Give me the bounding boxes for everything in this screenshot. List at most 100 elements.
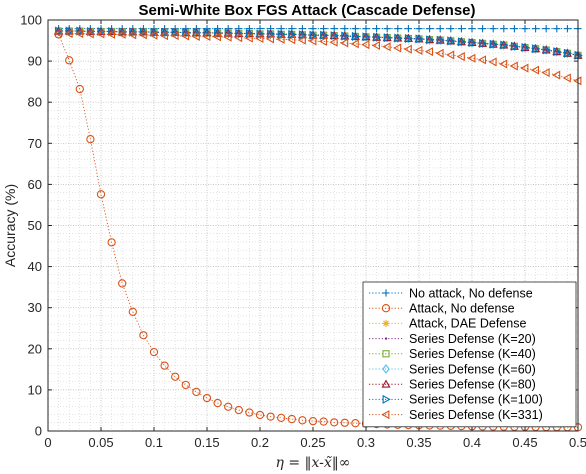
marker-triangle	[552, 70, 561, 80]
series-layer	[53, 25, 583, 432]
data-point	[382, 319, 390, 327]
data-point	[426, 25, 434, 33]
marker-triangle	[521, 43, 530, 53]
marker-triangle	[424, 47, 434, 57]
legend-item: Series Defense (K=60)	[369, 362, 536, 376]
marker-diamond	[382, 364, 390, 374]
data-point	[212, 32, 222, 42]
data-point	[555, 50, 558, 53]
data-point	[223, 28, 233, 37]
legend-item: Attack, DAE Defense	[369, 317, 526, 331]
marker-triangle	[532, 44, 541, 54]
marker-triangle	[53, 28, 63, 38]
marker-triangle	[425, 34, 435, 44]
legend-label: Attack, DAE Defense	[409, 317, 526, 331]
marker-triangle	[381, 379, 391, 388]
data-point	[362, 32, 371, 42]
marker-circle	[330, 418, 339, 427]
data-point	[383, 33, 392, 43]
marker-triangle	[341, 31, 350, 41]
series-line	[58, 32, 579, 82]
y-tick-label: 40	[28, 259, 42, 274]
marker-circle	[107, 238, 116, 247]
data-point	[499, 40, 509, 49]
data-point	[298, 30, 308, 40]
marker-triangle	[403, 33, 413, 42]
data-point	[159, 31, 169, 41]
data-point	[244, 33, 253, 43]
marker-dot	[428, 38, 431, 41]
data-point	[202, 393, 212, 403]
data-point	[521, 25, 529, 33]
marker-triangle	[191, 31, 200, 41]
data-point	[562, 73, 571, 83]
marker-triangle	[426, 35, 435, 45]
data-point	[382, 350, 390, 358]
data-point	[446, 50, 455, 60]
marker-dot	[290, 33, 293, 36]
marker-triangle	[361, 32, 371, 41]
x-tick-label: 0.4	[463, 435, 481, 450]
data-point	[287, 35, 296, 45]
data-point	[371, 40, 381, 51]
x-tick-label: 0.5	[569, 435, 586, 450]
series-9	[53, 28, 582, 86]
marker-triangle	[320, 30, 329, 40]
data-point	[308, 416, 318, 426]
y-tick-label: 30	[28, 300, 42, 315]
marker-triangle	[171, 27, 180, 37]
data-point	[436, 35, 445, 45]
marker-square	[382, 350, 390, 358]
marker-circle	[340, 418, 349, 427]
data-point	[267, 29, 276, 39]
data-point	[415, 34, 424, 44]
marker-triangle	[509, 61, 518, 71]
data-point	[415, 25, 423, 33]
marker-triangle	[467, 53, 476, 63]
data-point	[479, 25, 487, 33]
marker-triangle	[351, 31, 361, 41]
data-point	[545, 48, 548, 52]
marker-circle	[96, 190, 106, 199]
x-tick-label: 0.3	[357, 435, 375, 450]
marker-triangle	[212, 32, 222, 42]
marker-triangle	[520, 63, 529, 73]
data-point	[191, 31, 200, 41]
marker-triangle	[435, 48, 444, 58]
marker-circle	[65, 56, 74, 65]
legend-label: Series Defense (K=331)	[409, 408, 543, 422]
marker-triangle	[181, 31, 190, 41]
data-point	[96, 190, 106, 199]
data-point	[171, 27, 180, 37]
data-point	[149, 347, 159, 357]
data-point	[139, 27, 149, 37]
data-point	[258, 32, 262, 36]
data-point	[53, 28, 63, 38]
data-point	[354, 35, 357, 38]
data-point	[248, 32, 251, 35]
marker-triangle	[318, 36, 328, 46]
marker-circle	[128, 307, 137, 316]
data-point	[192, 387, 201, 397]
data-point	[234, 28, 244, 37]
marker-circle	[255, 410, 265, 420]
marker-circle	[381, 304, 391, 313]
data-point	[216, 31, 219, 35]
data-point	[489, 39, 498, 49]
x-tick-label: 0.15	[194, 435, 219, 450]
marker-triangle	[75, 29, 84, 39]
marker-circle	[308, 416, 318, 426]
marker-triangle	[530, 65, 540, 75]
marker-triangle	[373, 32, 382, 42]
marker-triangle	[382, 42, 391, 52]
data-point	[75, 84, 84, 94]
data-point	[382, 364, 390, 374]
marker-triangle	[499, 59, 508, 69]
data-point	[65, 56, 74, 65]
x-tick-label: 0.2	[251, 435, 269, 450]
marker-triangle	[161, 27, 170, 37]
data-point	[523, 46, 527, 49]
legend-item: Series Defense (K=331)	[369, 408, 543, 422]
marker-triangle	[244, 33, 253, 43]
marker-triangle	[394, 33, 403, 43]
